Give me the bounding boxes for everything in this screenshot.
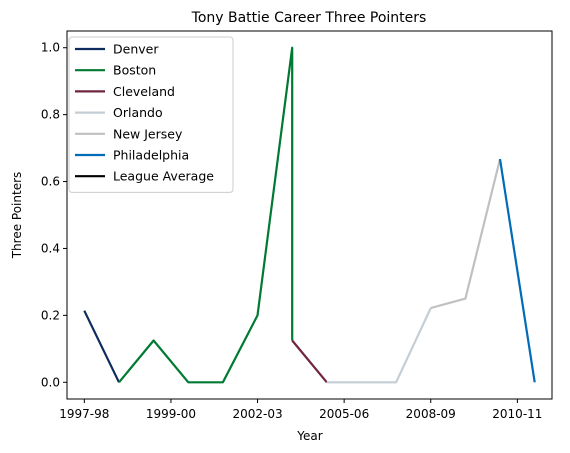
y-tick-label: 0.0 [41, 375, 60, 389]
legend-label: Denver [113, 42, 159, 57]
y-tick-label: 0.8 [41, 108, 60, 122]
x-axis-label: Year [296, 429, 322, 443]
x-tick-label: 2005-06 [319, 407, 369, 421]
legend-label: Cleveland [113, 84, 175, 99]
series-line-cleveland [291, 339, 328, 384]
legend-label: League Average [113, 169, 214, 184]
chart-title: Tony Battie Career Three Pointers [191, 10, 427, 26]
legend: Denver Boston Cleveland Orlando New Jersey Ph… [68, 36, 234, 193]
x-tick-label: 1999-00 [146, 407, 196, 421]
series-line-philadelphia [498, 158, 536, 383]
plot-frame [66, 30, 553, 400]
legend-box [68, 36, 234, 193]
y-tick-label: 0.6 [41, 175, 60, 189]
series-line-new-jersey [430, 158, 502, 310]
y-tick-label: 0.2 [41, 308, 60, 322]
y-tick-label: 0.4 [41, 241, 60, 255]
legend-label: New Jersey [113, 126, 183, 141]
x-tick-label: 1997-98 [59, 407, 109, 421]
legend-label: Orlando [113, 105, 163, 120]
series-line-denver [83, 310, 120, 383]
plot-area [66, 30, 553, 400]
legend-label: Philadelphia [113, 148, 189, 163]
x-tick-label: 2010-11 [492, 407, 542, 421]
y-tick-label: 1.0 [41, 41, 60, 55]
y-axis-label: Three Pointers [10, 172, 24, 260]
x-tick-label: 2008-09 [406, 407, 456, 421]
y-axis: 0.0 0.2 0.4 0.6 0.8 1.0 [41, 41, 67, 389]
x-tick-label: 2002-03 [232, 407, 282, 421]
series-lines [83, 46, 536, 384]
x-axis: 1997-98 1999-00 2002-03 2005-06 2008-09 2010-… [59, 399, 542, 421]
series-line-orlando [326, 307, 432, 384]
legend-label: Boston [113, 63, 156, 78]
series-line-boston [118, 46, 294, 384]
